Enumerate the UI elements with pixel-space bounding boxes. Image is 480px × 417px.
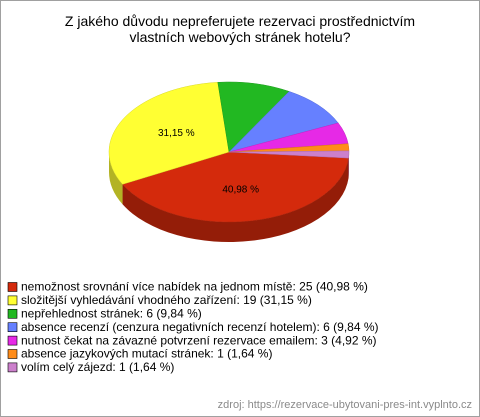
slice [122,151,349,223]
slice [108,82,230,185]
legend-swatch [7,308,18,319]
slice-side [122,158,349,243]
legend-swatch [7,335,18,346]
legend-swatch [7,362,18,373]
legend-label: složitější vyhledávání vhodného zařízení… [21,293,312,307]
legend-label: volím celý zájezd: 1 (1,64 %) [21,360,174,374]
legend-label: absence jazykových mutací stránek: 1 (1,… [21,347,272,361]
legend-swatch [7,349,18,359]
legend-label: nemožnost srovnání více nabídek na jedno… [21,280,368,294]
legend-label: nepřehlednost stránek: 6 (9,84 %) [21,306,202,320]
value-label: 40,98 % [222,184,259,195]
legend-swatch [7,282,18,292]
chart-title: Z jakého důvodu nepreferujete rezervaci … [65,13,415,45]
title-line: vlastních webových stránek hotelu? [129,29,350,45]
legend-swatch [7,295,18,306]
value-label: 31,15 % [158,128,195,139]
slice [217,81,290,153]
slice [228,91,339,153]
legend-label: nutnost čekat na závazné potvrzení rezer… [21,333,377,347]
source-note: zdroj: https://rezervace-ubytovani-pres-… [218,399,472,411]
slice-side [109,152,123,205]
slice [228,150,350,159]
legend-label: absence recenzí (cenzura negativních rec… [21,320,379,334]
legend-swatch [7,322,18,333]
title-line: Z jakého důvodu nepreferujete rezervaci … [65,13,415,29]
